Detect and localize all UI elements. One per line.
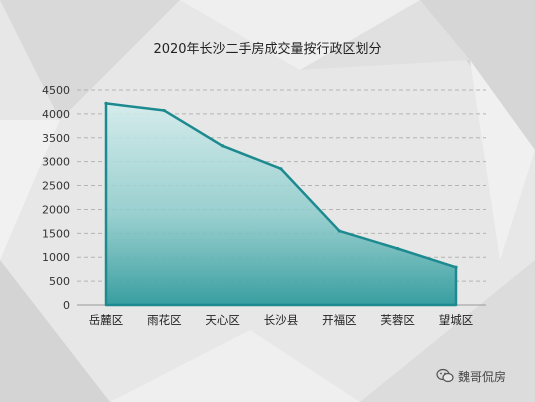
y-tick-label: 4500	[42, 84, 70, 97]
y-tick-label: 3000	[42, 156, 70, 169]
y-tick-label: 1000	[42, 251, 70, 264]
data-point	[221, 144, 225, 148]
x-category-label: 开福区	[322, 313, 357, 327]
y-tick-label: 2500	[42, 180, 70, 193]
data-point	[337, 229, 341, 233]
chart-title: 2020年长沙二手房成交量按行政区划分	[153, 42, 382, 57]
data-point	[454, 265, 458, 269]
y-tick-label: 0	[63, 299, 70, 312]
y-tick-label: 1500	[42, 227, 70, 240]
y-tick-label: 4000	[42, 108, 70, 121]
x-category-label: 望城区	[439, 313, 474, 327]
watermark: 魏哥侃房	[436, 366, 506, 386]
data-point	[396, 247, 400, 251]
x-axis-categories: 岳麓区 雨花区 天心区 长沙县 开福区 芙蓉区 望城区	[89, 313, 474, 327]
area-fill	[104, 102, 458, 307]
y-tick-label: 500	[49, 275, 70, 288]
x-category-label: 长沙县	[264, 313, 299, 327]
wechat-icon	[436, 368, 454, 383]
x-category-label: 雨花区	[147, 313, 182, 327]
data-point	[104, 101, 108, 105]
x-category-label: 岳麓区	[89, 313, 124, 327]
x-category-label: 天心区	[205, 313, 240, 327]
data-point	[279, 167, 283, 171]
y-axis-ticks: 0 500 1000 1500 2000 2500 3000 3500 4000 4500	[42, 84, 70, 312]
y-tick-label: 3500	[42, 132, 70, 145]
area-series	[104, 101, 458, 307]
data-point	[162, 108, 166, 113]
watermark-text: 魏哥侃房	[458, 369, 507, 384]
y-tick-label: 2000	[42, 203, 70, 216]
x-category-label: 芙蓉区	[380, 313, 415, 327]
